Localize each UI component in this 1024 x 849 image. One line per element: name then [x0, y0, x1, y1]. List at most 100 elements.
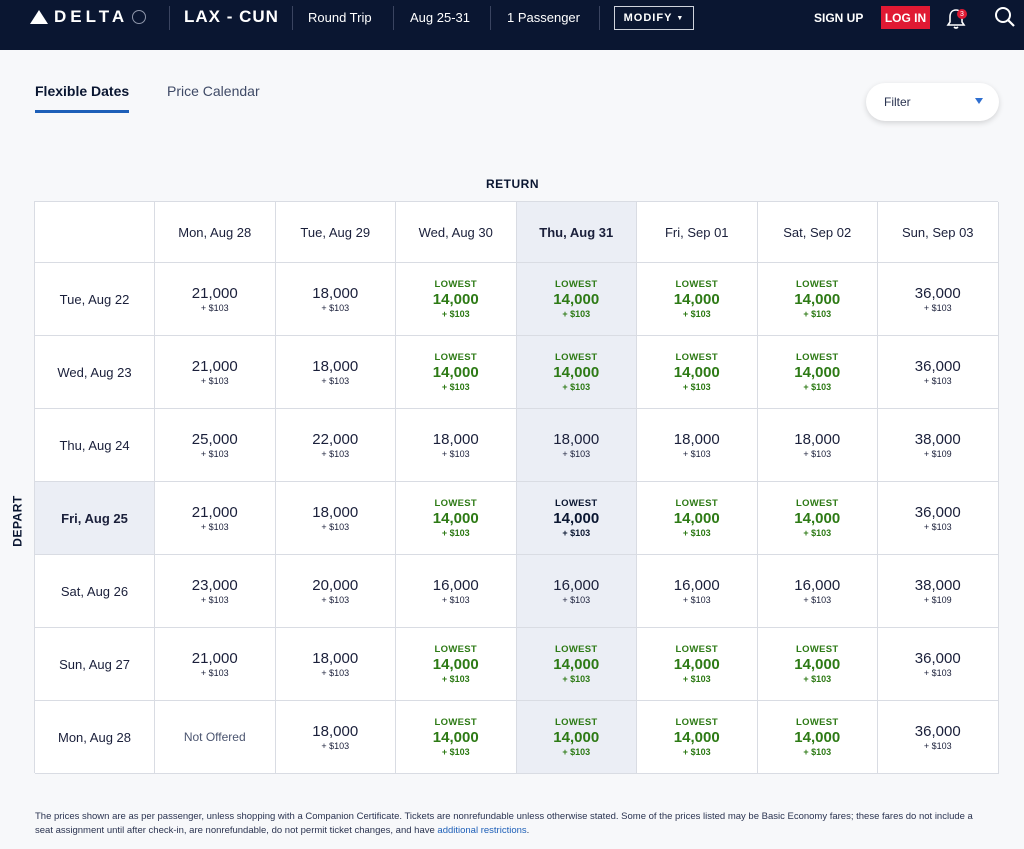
fare-cell[interactable]: 36,000 + $103 — [878, 482, 999, 555]
fare-cell[interactable]: LOWEST 14,000 + $103 — [516, 482, 637, 555]
fare-miles: 14,000 — [553, 509, 600, 527]
fare-taxes: + $103 — [200, 594, 229, 605]
fare-cell[interactable]: 16,000 + $103 — [637, 555, 758, 628]
fare-miles: 18,000 — [432, 430, 479, 448]
log-in-button[interactable]: LOG IN — [881, 6, 930, 29]
fare-cell[interactable]: 21,000 + $103 — [155, 482, 276, 555]
fare-cell[interactable]: LOWEST 14,000 + $103 — [516, 263, 637, 336]
fare-cell[interactable]: 25,000 + $103 — [155, 409, 276, 482]
fare-cell[interactable]: 16,000 + $103 — [516, 555, 637, 628]
fare-cell[interactable]: 16,000 + $103 — [396, 555, 517, 628]
fare-cell[interactable]: LOWEST 14,000 + $103 — [757, 336, 878, 409]
depart-date-header[interactable]: Mon, Aug 28 — [35, 701, 155, 774]
tab-flexible-dates[interactable]: Flexible Dates — [35, 83, 130, 113]
search-icon[interactable] — [994, 6, 1016, 28]
fare-cell[interactable]: LOWEST 14,000 + $103 — [637, 628, 758, 701]
fare-cell[interactable]: 36,000 + $103 — [878, 263, 999, 336]
fare-cell[interactable]: 18,000 + $103 — [275, 701, 396, 774]
fare-cell[interactable]: LOWEST 14,000 + $103 — [637, 336, 758, 409]
filter-dropdown[interactable]: Filter — [866, 83, 999, 121]
depart-date-header[interactable]: Tue, Aug 22 — [35, 263, 155, 336]
fare-taxes: + $103 — [321, 594, 350, 605]
fare-cell[interactable]: 21,000 + $103 — [155, 628, 276, 701]
depart-date-header[interactable]: Sun, Aug 27 — [35, 628, 155, 701]
fare-cell[interactable]: 36,000 + $103 — [878, 628, 999, 701]
fare-cell[interactable]: 20,000 + $103 — [275, 555, 396, 628]
top-nav-bar: DELTA LAX - CUN Round Trip Aug 25-31 1 P… — [0, 0, 1024, 50]
return-date-header[interactable]: Wed, Aug 30 — [396, 202, 517, 263]
fare-taxes: + $103 — [562, 673, 591, 684]
depart-date-header[interactable]: Sat, Aug 26 — [35, 555, 155, 628]
fare-cell[interactable]: LOWEST 14,000 + $103 — [757, 263, 878, 336]
lowest-badge: LOWEST — [675, 351, 718, 363]
trip-type: Round Trip — [308, 10, 372, 25]
fare-cell[interactable]: 36,000 + $103 — [878, 701, 999, 774]
additional-restrictions-link[interactable]: additional restrictions — [437, 825, 527, 836]
fare-cell[interactable]: 16,000 + $103 — [757, 555, 878, 628]
return-date-header[interactable]: Sun, Sep 03 — [878, 202, 999, 263]
fare-cell[interactable]: LOWEST 14,000 + $103 — [637, 701, 758, 774]
fare-cell[interactable]: 38,000 + $109 — [878, 555, 999, 628]
fare-cell[interactable]: LOWEST 14,000 + $103 — [637, 482, 758, 555]
fare-cell[interactable]: LOWEST 14,000 + $103 — [757, 701, 878, 774]
fare-cell[interactable]: LOWEST 14,000 + $103 — [516, 701, 637, 774]
fare-miles: 21,000 — [191, 284, 238, 302]
fare-taxes: + $103 — [441, 308, 470, 319]
return-date-header[interactable]: Thu, Aug 31 — [516, 202, 637, 263]
skyteam-globe-icon — [132, 10, 147, 24]
fare-cell[interactable]: 38,000 + $109 — [878, 409, 999, 482]
fare-taxes: + $103 — [200, 448, 229, 459]
fare-cell[interactable]: 18,000 + $103 — [275, 628, 396, 701]
fare-cell[interactable]: LOWEST 14,000 + $103 — [396, 628, 517, 701]
fare-taxes: + $103 — [682, 594, 711, 605]
depart-date-header[interactable]: Wed, Aug 23 — [35, 336, 155, 409]
fare-taxes: + $103 — [682, 673, 711, 684]
fare-cell[interactable]: LOWEST 14,000 + $103 — [396, 263, 517, 336]
fare-cell[interactable]: LOWEST 14,000 + $103 — [396, 482, 517, 555]
fare-cell[interactable]: LOWEST 14,000 + $103 — [396, 701, 517, 774]
fare-cell[interactable]: 36,000 + $103 — [878, 336, 999, 409]
fare-miles: 14,000 — [673, 363, 720, 381]
fare-cell[interactable]: 18,000 + $103 — [757, 409, 878, 482]
delta-widget-icon — [30, 10, 48, 24]
fare-cell[interactable]: LOWEST 14,000 + $103 — [637, 263, 758, 336]
return-date-header[interactable]: Tue, Aug 29 — [275, 202, 396, 263]
fare-cell[interactable]: 23,000 + $103 — [155, 555, 276, 628]
depart-date-header[interactable]: Fri, Aug 25 — [35, 482, 155, 555]
fare-miles: 16,000 — [432, 576, 479, 594]
depart-date-header[interactable]: Thu, Aug 24 — [35, 409, 155, 482]
sign-up-link[interactable]: SIGN UP — [814, 11, 864, 25]
fare-cell[interactable]: 21,000 + $103 — [155, 336, 276, 409]
fare-taxes: + $103 — [682, 448, 711, 459]
fare-cell[interactable]: LOWEST 14,000 + $103 — [757, 482, 878, 555]
return-date-header[interactable]: Mon, Aug 28 — [155, 202, 276, 263]
fare-cell[interactable]: LOWEST 14,000 + $103 — [516, 628, 637, 701]
fare-miles: 18,000 — [553, 430, 600, 448]
return-date-header[interactable]: Sat, Sep 02 — [757, 202, 878, 263]
fare-cell[interactable]: 22,000 + $103 — [275, 409, 396, 482]
fare-cell[interactable]: LOWEST 14,000 + $103 — [757, 628, 878, 701]
fare-cell[interactable]: LOWEST 14,000 + $103 — [396, 336, 517, 409]
fare-cell[interactable]: 18,000 + $103 — [396, 409, 517, 482]
fare-miles: 14,000 — [553, 363, 600, 381]
fare-miles: 14,000 — [432, 290, 479, 308]
fare-cell[interactable]: 18,000 + $103 — [275, 482, 396, 555]
lowest-badge: LOWEST — [796, 278, 839, 290]
return-date-header[interactable]: Fri, Sep 01 — [637, 202, 758, 263]
tab-price-calendar[interactable]: Price Calendar — [167, 83, 260, 99]
fare-cell[interactable]: 21,000 + $103 — [155, 263, 276, 336]
fare-miles: 14,000 — [553, 655, 600, 673]
fare-taxes: + $103 — [441, 746, 470, 757]
fare-cell[interactable]: LOWEST 14,000 + $103 — [516, 336, 637, 409]
fare-taxes: + $103 — [321, 521, 350, 532]
fare-cell[interactable]: Not Offered — [155, 701, 276, 774]
modify-button[interactable]: MODIFY ▼ — [614, 6, 694, 30]
delta-logo[interactable]: DELTA — [30, 7, 147, 27]
fare-cell[interactable]: 18,000 + $103 — [637, 409, 758, 482]
fare-cell[interactable]: 18,000 + $103 — [275, 263, 396, 336]
fare-miles: 36,000 — [914, 357, 961, 375]
fare-cell[interactable]: 18,000 + $103 — [275, 336, 396, 409]
dropdown-arrow-icon — [975, 98, 983, 104]
fare-cell[interactable]: 18,000 + $103 — [516, 409, 637, 482]
fare-taxes: + $103 — [562, 381, 591, 392]
